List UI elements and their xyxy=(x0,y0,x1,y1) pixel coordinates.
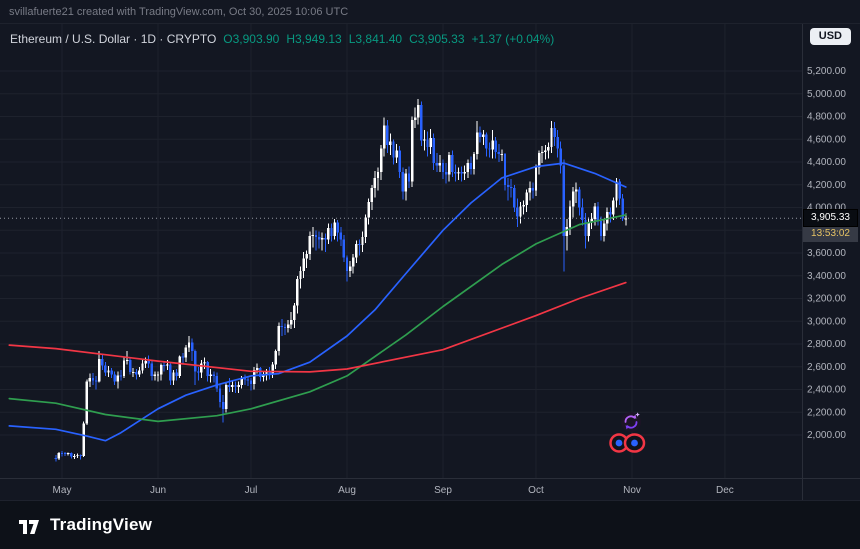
ohlc-open: O3,903.90 xyxy=(223,32,280,46)
currency-toggle-button[interactable]: USD xyxy=(809,28,851,45)
svg-text:4,200.00: 4,200.00 xyxy=(807,180,846,191)
ma-slow-red[interactable] xyxy=(8,281,627,373)
bar-countdown: 13:53:02 xyxy=(803,226,858,243)
event-markers-icon[interactable] xyxy=(608,432,646,459)
candles-layer xyxy=(54,98,627,462)
symbol-legend[interactable]: Ethereum / U.S. Dollar · 1D · CRYPTO O3,9… xyxy=(10,32,554,46)
snapshot-header: svillafuerte21 created with TradingView.… xyxy=(0,0,860,24)
svg-text:Sep: Sep xyxy=(434,485,452,496)
chart-canvas[interactable]: 5,200.00 5,000.00 4,800.00 4,600.00 4,400.00… xyxy=(0,24,860,500)
svg-text:5,200.00: 5,200.00 xyxy=(807,66,846,77)
footer-bar: TradingView xyxy=(0,500,860,549)
ma-fast-blue[interactable] xyxy=(8,162,627,442)
svg-text:3,400.00: 3,400.00 xyxy=(807,271,846,282)
svg-text:3,200.00: 3,200.00 xyxy=(807,294,846,305)
svg-text:Jul: Jul xyxy=(245,485,258,496)
svg-text:Aug: Aug xyxy=(338,485,356,496)
symbol-title[interactable]: Ethereum / U.S. Dollar · 1D · CRYPTO xyxy=(10,32,217,46)
magic-refresh-icon[interactable] xyxy=(620,411,642,438)
svg-text:Nov: Nov xyxy=(623,485,641,496)
ma-mid-green[interactable] xyxy=(8,214,627,423)
price-axis-labels[interactable]: 5,200.00 5,000.00 4,800.00 4,600.00 4,400.00… xyxy=(807,66,846,441)
snapshot-header-text: svillafuerte21 created with TradingView.… xyxy=(9,5,349,18)
svg-text:4,400.00: 4,400.00 xyxy=(807,157,846,168)
svg-text:May: May xyxy=(53,485,72,496)
ohlc-low: L3,841.40 xyxy=(348,32,403,46)
svg-text:2,800.00: 2,800.00 xyxy=(807,339,846,350)
svg-text:3,600.00: 3,600.00 xyxy=(807,248,846,259)
ohlc-close: C3,905.33 xyxy=(409,32,465,46)
moving-averages-layer xyxy=(8,162,627,442)
price-change: +1.37 (+0.04%) xyxy=(471,32,555,46)
svg-text:Oct: Oct xyxy=(528,485,544,496)
svg-text:3,000.00: 3,000.00 xyxy=(807,316,846,327)
grid-lines xyxy=(0,24,802,478)
svg-text:Jun: Jun xyxy=(150,485,166,496)
tradingview-logo-icon[interactable] xyxy=(17,513,41,537)
last-price-value: 3,905.33 xyxy=(803,209,858,227)
svg-text:4,800.00: 4,800.00 xyxy=(807,112,846,123)
svg-text:2,200.00: 2,200.00 xyxy=(807,407,846,418)
last-price-badge: 3,905.33 13:53:02 xyxy=(803,209,858,243)
svg-text:2,600.00: 2,600.00 xyxy=(807,362,846,373)
chart-area[interactable]: 5,200.00 5,000.00 4,800.00 4,600.00 4,400.00… xyxy=(0,24,860,500)
time-axis-labels[interactable]: May Jun Jul Aug Sep Oct Nov Dec xyxy=(53,485,734,496)
svg-text:5,000.00: 5,000.00 xyxy=(807,89,846,100)
svg-text:2,000.00: 2,000.00 xyxy=(807,430,846,441)
ohlc-high: H3,949.13 xyxy=(286,32,342,46)
svg-text:4,600.00: 4,600.00 xyxy=(807,134,846,145)
svg-text:2,400.00: 2,400.00 xyxy=(807,385,846,396)
svg-text:4,000.00: 4,000.00 xyxy=(807,203,846,214)
svg-text:Dec: Dec xyxy=(716,485,734,496)
tradingview-wordmark[interactable]: TradingView xyxy=(50,515,153,534)
